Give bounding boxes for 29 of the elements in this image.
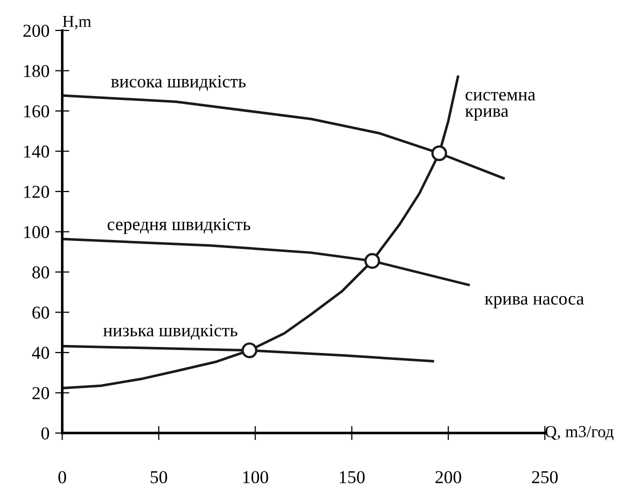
y-tick-label: 100: [24, 226, 50, 238]
x-axis-title: Q, m3/год: [546, 426, 614, 440]
point: [431, 145, 448, 162]
point: [364, 253, 380, 269]
x-tick-label: 0: [58, 471, 66, 484]
y-tick-label: 80: [32, 266, 50, 278]
y-tick-label: 180: [24, 64, 50, 78]
x-tick-label: 150: [340, 471, 365, 484]
y-tick-label: 20: [32, 387, 50, 400]
point: [242, 342, 258, 358]
x-tick-label: 100: [243, 471, 268, 484]
x-tick-label: 50: [150, 471, 168, 484]
series-label: середня швидкість: [108, 218, 250, 234]
y-tick-label: 160: [24, 105, 50, 118]
series-label: системна крива: [465, 92, 536, 121]
line-series: [62, 75, 460, 390]
line-series: [62, 238, 470, 286]
x-tick-label: 200: [436, 471, 462, 484]
y-tick-label: 60: [32, 306, 50, 319]
series-label: низька швидкість: [103, 324, 238, 340]
y-tick-label: 120: [24, 186, 50, 198]
y-tick-label: 200: [23, 24, 50, 37]
y-tick-label: 0: [41, 427, 50, 440]
series-label: висока швидкість: [111, 75, 246, 91]
x-tick-label: 250: [532, 471, 558, 484]
annotation: крива насоса: [484, 296, 584, 308]
y-tick-label: 40: [32, 346, 50, 359]
y-axis-title: H,m: [62, 16, 92, 30]
y-tick-label: 140: [24, 145, 50, 158]
